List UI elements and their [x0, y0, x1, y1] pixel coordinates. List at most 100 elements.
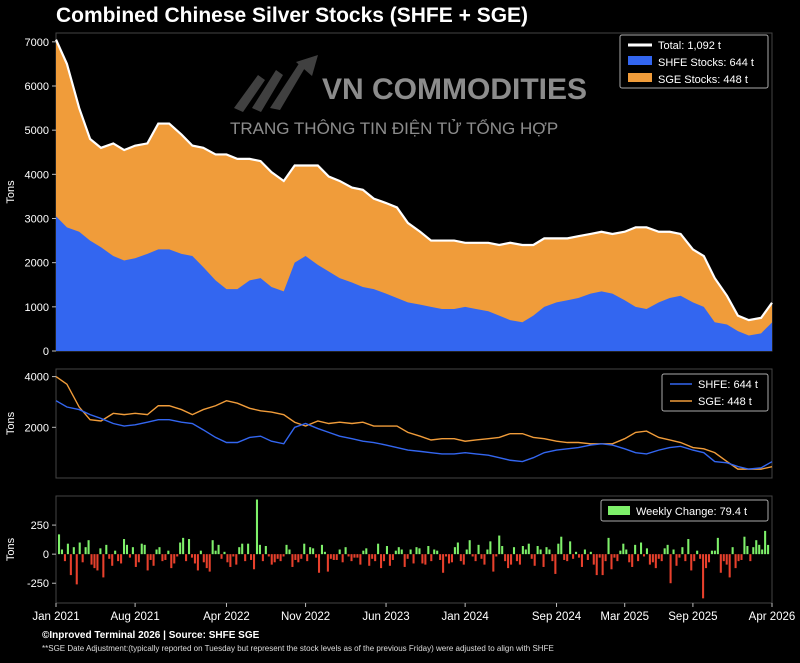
bar: [489, 541, 492, 555]
bar: [430, 554, 433, 562]
bar: [634, 544, 637, 555]
y-axis-label: Tons: [5, 537, 17, 561]
bar: [654, 554, 657, 569]
bar: [120, 554, 123, 564]
bar: [96, 554, 99, 571]
bar: [306, 554, 309, 562]
bar: [382, 554, 386, 562]
bar: [365, 548, 368, 555]
bar: [539, 549, 542, 555]
legend-label: SHFE Stocks: 644 t: [658, 57, 754, 69]
bar: [687, 539, 690, 555]
bar: [527, 543, 530, 555]
bar: [477, 544, 480, 555]
bar: [400, 549, 403, 555]
y-tick-label: 6000: [25, 81, 49, 93]
bar: [214, 550, 217, 555]
bar: [285, 544, 288, 555]
bar: [645, 548, 648, 555]
bar: [75, 554, 78, 585]
bar: [504, 554, 507, 562]
bar: [577, 554, 581, 558]
bar: [247, 543, 250, 555]
bar: [418, 548, 421, 555]
bar: [660, 554, 663, 562]
bar: [462, 554, 465, 565]
bar: [176, 554, 179, 557]
bar: [719, 554, 722, 573]
bar: [707, 554, 711, 563]
bar: [167, 550, 170, 555]
y-tick-label: 4000: [25, 372, 49, 384]
bar: [317, 554, 321, 573]
bar: [267, 554, 270, 557]
bar: [648, 554, 651, 565]
bar: [332, 554, 335, 560]
bar: [187, 539, 191, 555]
legend-label: Total: 1,092 t: [658, 40, 721, 52]
bar: [480, 554, 483, 559]
bar: [244, 554, 247, 562]
bar: [99, 548, 102, 555]
bar: [616, 554, 619, 562]
bar: [190, 554, 194, 558]
footer-note: **SGE Date Adjustment:(typically reporte…: [42, 644, 554, 653]
bar: [125, 544, 129, 555]
bar: [713, 550, 716, 555]
bar: [341, 554, 344, 563]
bar: [90, 554, 93, 565]
bar: [474, 554, 477, 562]
bar: [722, 554, 725, 562]
bar: [651, 554, 654, 563]
bar: [273, 554, 276, 563]
bar: [409, 549, 412, 555]
bar: [84, 547, 87, 555]
y-axis-label: Tons: [5, 180, 17, 204]
bar: [173, 554, 176, 564]
bar: [397, 547, 400, 555]
bar: [137, 554, 140, 563]
bar: [226, 554, 229, 563]
bar: [185, 554, 188, 562]
watermark-brand: VN COMMODITIES: [322, 73, 587, 106]
panel3-frame: [55, 495, 773, 604]
bar: [521, 546, 524, 555]
bar: [261, 554, 264, 562]
bar: [637, 554, 640, 562]
bar: [740, 554, 743, 560]
bar: [300, 554, 303, 559]
bar: [205, 554, 208, 569]
bar: [749, 554, 752, 562]
bar: [764, 530, 767, 555]
bar: [580, 554, 583, 567]
bar: [690, 554, 693, 571]
bar: [705, 554, 708, 569]
x-tick-label: Aug 2021: [110, 611, 159, 623]
bar: [406, 554, 409, 559]
bar: [131, 547, 134, 555]
bar: [403, 554, 406, 567]
bar: [642, 554, 646, 557]
bar: [93, 554, 96, 569]
bar: [335, 554, 338, 560]
watermark-logo: [234, 55, 318, 112]
bar: [486, 549, 489, 555]
bar: [182, 537, 185, 555]
bar: [66, 543, 69, 555]
bar: [716, 537, 719, 555]
bar: [433, 549, 436, 555]
bar: [294, 554, 297, 560]
bar: [495, 554, 498, 557]
bar: [498, 535, 501, 555]
bar: [666, 544, 669, 555]
x-tick-label: Jan 2021: [32, 611, 79, 623]
bar: [436, 550, 439, 555]
bar: [737, 554, 740, 562]
bar: [320, 544, 324, 555]
y-tick-label: 4000: [25, 169, 49, 181]
bar: [276, 554, 279, 559]
bar: [72, 547, 75, 555]
bar: [134, 554, 137, 567]
bar: [465, 549, 468, 555]
